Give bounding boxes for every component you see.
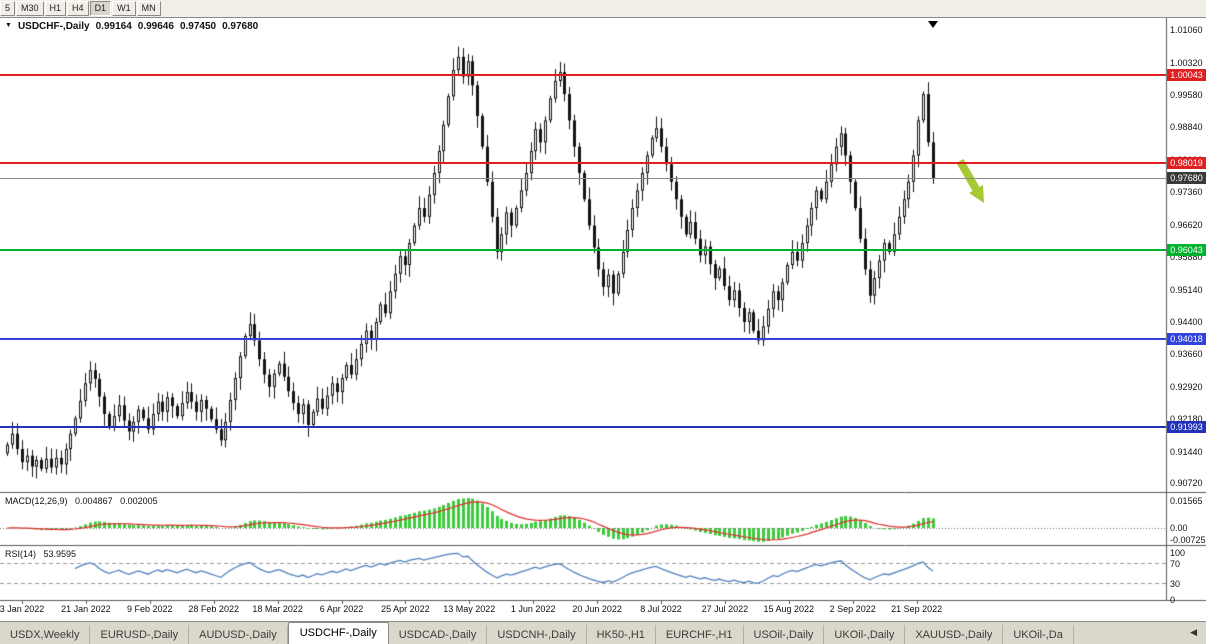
timeframe-button-h4[interactable]: H4 [67, 1, 89, 16]
macd-axis-label: 0.01565 [1170, 496, 1203, 507]
date-axis-label: 13 May 2022 [443, 604, 496, 614]
support-line-blue-upper[interactable] [0, 337, 1166, 340]
quote-close: 0.97680 [222, 21, 259, 32]
price-axis-label: 1.01060 [1170, 25, 1203, 36]
price-chart-canvas[interactable] [0, 0, 1206, 621]
chart-tab-xauusd-daily[interactable]: XAUUSD-,Daily [905, 625, 1004, 644]
chart-tab-usoil-daily[interactable]: USOil-,Daily [744, 625, 825, 644]
date-axis-label: 8 Jul 2022 [640, 604, 682, 614]
date-axis-label: 18 Mar 2022 [252, 604, 303, 614]
price-axis-label: 0.99580 [1170, 89, 1203, 100]
rsi-value: 53.9595 [43, 549, 77, 559]
date-axis-label: 28 Feb 2022 [188, 604, 239, 614]
rsi-axis-label: 70 [1170, 558, 1181, 569]
chart-tab-audusd-daily[interactable]: AUDUSD-,Daily [189, 625, 288, 644]
support-line-green[interactable] [0, 248, 1166, 251]
timeframe-button-w1[interactable]: W1 [112, 1, 136, 16]
date-axis-label: 25 Apr 2022 [381, 604, 430, 614]
date-axis-label: 21 Sep 2022 [891, 604, 943, 614]
price-axis-label: 0.93660 [1170, 349, 1203, 360]
resistance-line-lower[interactable] [0, 162, 1166, 165]
price-axis-label: 0.90720 [1170, 478, 1203, 489]
date-axis-label: 20 Jun 2022 [572, 604, 622, 614]
price-axis-label: 0.92920 [1170, 381, 1203, 392]
price-axis-label: 0.94400 [1170, 316, 1203, 327]
scroll-end-marker-icon [928, 21, 938, 28]
chart-tab-bar: USDX,Weekly EURUSD-,Daily AUDUSD-,Daily USD… [0, 621, 1206, 644]
support-line-blue-lower-price-label: 0.91993 [1167, 421, 1206, 434]
chart-tab-usdcnh-daily[interactable]: USDCNH-,Daily [487, 625, 587, 644]
price-axis-label: 0.95140 [1170, 284, 1203, 295]
chart-tab-usdcad-daily[interactable]: USDCAD-,Daily [389, 625, 488, 644]
price-axis-label: 0.92180 [1170, 414, 1203, 425]
chart-symbol-label: USDCHF-,Daily [17, 21, 90, 32]
down-trend-arrow-annotation[interactable] [951, 152, 995, 216]
chart-tab-eurusd-daily[interactable]: EURUSD-,Daily [90, 625, 190, 644]
current-price-line[interactable] [0, 177, 1166, 179]
timeframe-button-mn[interactable]: MN [136, 1, 161, 16]
chart-tab-usdx-weekly[interactable]: USDX,Weekly [0, 625, 91, 644]
macd-indicator-label: MACD(12,26,9) 0.004867 0.002005 [5, 496, 163, 506]
macd-axis-label: 0.00 [1170, 523, 1188, 533]
price-axis-label: 0.96620 [1170, 219, 1203, 230]
price-axis-label: 0.98840 [1170, 122, 1203, 133]
rsi-name: RSI(14) [5, 549, 37, 559]
resistance-line-upper-price-label: 1.00043 [1167, 68, 1206, 81]
price-axis-label: 0.97360 [1170, 187, 1203, 198]
price-axis-label: 0.95880 [1170, 252, 1203, 263]
support-line-green-price-label: 0.96043 [1167, 243, 1206, 256]
collapse-arrow-icon[interactable]: ▼ [5, 22, 12, 29]
date-axis-label: 3 Jan 2022 [0, 604, 45, 614]
support-line-blue-lower[interactable] [0, 426, 1166, 429]
macd-signal-value: 0.002005 [120, 496, 158, 506]
date-axis-label: 21 Jan 2022 [61, 604, 111, 614]
date-axis-label: 1 Jun 2022 [510, 604, 556, 614]
support-line-blue-upper-price-label: 0.94018 [1167, 332, 1206, 345]
quote-low: 0.97450 [179, 21, 217, 32]
timeframe-button-h1[interactable]: H1 [44, 1, 67, 16]
timeframe-button-d1[interactable]: D1 [89, 1, 112, 16]
timeframe-button-m30[interactable]: M30 [16, 1, 44, 16]
current-price-line-price-label: 0.97680 [1167, 172, 1206, 185]
date-axis-label: 15 Aug 2022 [763, 604, 815, 614]
resistance-line-upper[interactable] [0, 73, 1166, 76]
chart-title: ▼ USDCHF-,Daily 0.99164 0.99646 0.97450 … [5, 21, 258, 32]
date-axis-label: 6 Apr 2022 [319, 604, 364, 614]
rsi-indicator-label: RSI(14) 53.9595 [5, 549, 81, 559]
chart-tab-ukoil-da[interactable]: UKOil-,Da [1003, 625, 1074, 644]
tab-scroll-left-icon[interactable]: ◀ [1190, 627, 1197, 637]
timeframe-button-5[interactable]: 5 [0, 1, 16, 16]
macd-name: MACD(12,26,9) [5, 496, 68, 506]
rsi-axis-label: 0 [1170, 595, 1176, 605]
chart-tab-ukoil-daily[interactable]: UKOil-,Daily [824, 625, 906, 644]
macd-main-value: 0.004867 [75, 496, 113, 506]
macd-axis-label: -0.00725 [1170, 535, 1206, 546]
quote-open: 0.99164 [95, 21, 132, 32]
chart-tab-hk50-h1[interactable]: HK50-,H1 [587, 625, 656, 644]
date-axis-label: 27 Jul 2022 [701, 604, 749, 614]
chart-tab-eurchf-h1[interactable]: EURCHF-,H1 [656, 625, 744, 644]
rsi-axis-label: 30 [1170, 579, 1181, 590]
price-axis-label: 0.91440 [1170, 446, 1203, 457]
rsi-axis-label: 100 [1170, 548, 1186, 558]
chart-tab-usdchf-daily[interactable]: USDCHF-,Daily [287, 622, 389, 644]
resistance-line-lower-price-label: 0.98019 [1167, 157, 1206, 170]
timeframe-toolbar: 5 M30 H1 H4 D1 W1 MN [0, 0, 1206, 18]
date-axis-label: 9 Feb 2022 [127, 604, 173, 614]
quote-high: 0.99646 [137, 21, 174, 32]
date-axis-label: 2 Sep 2022 [829, 604, 876, 614]
price-axis-label: 1.00320 [1170, 57, 1203, 68]
